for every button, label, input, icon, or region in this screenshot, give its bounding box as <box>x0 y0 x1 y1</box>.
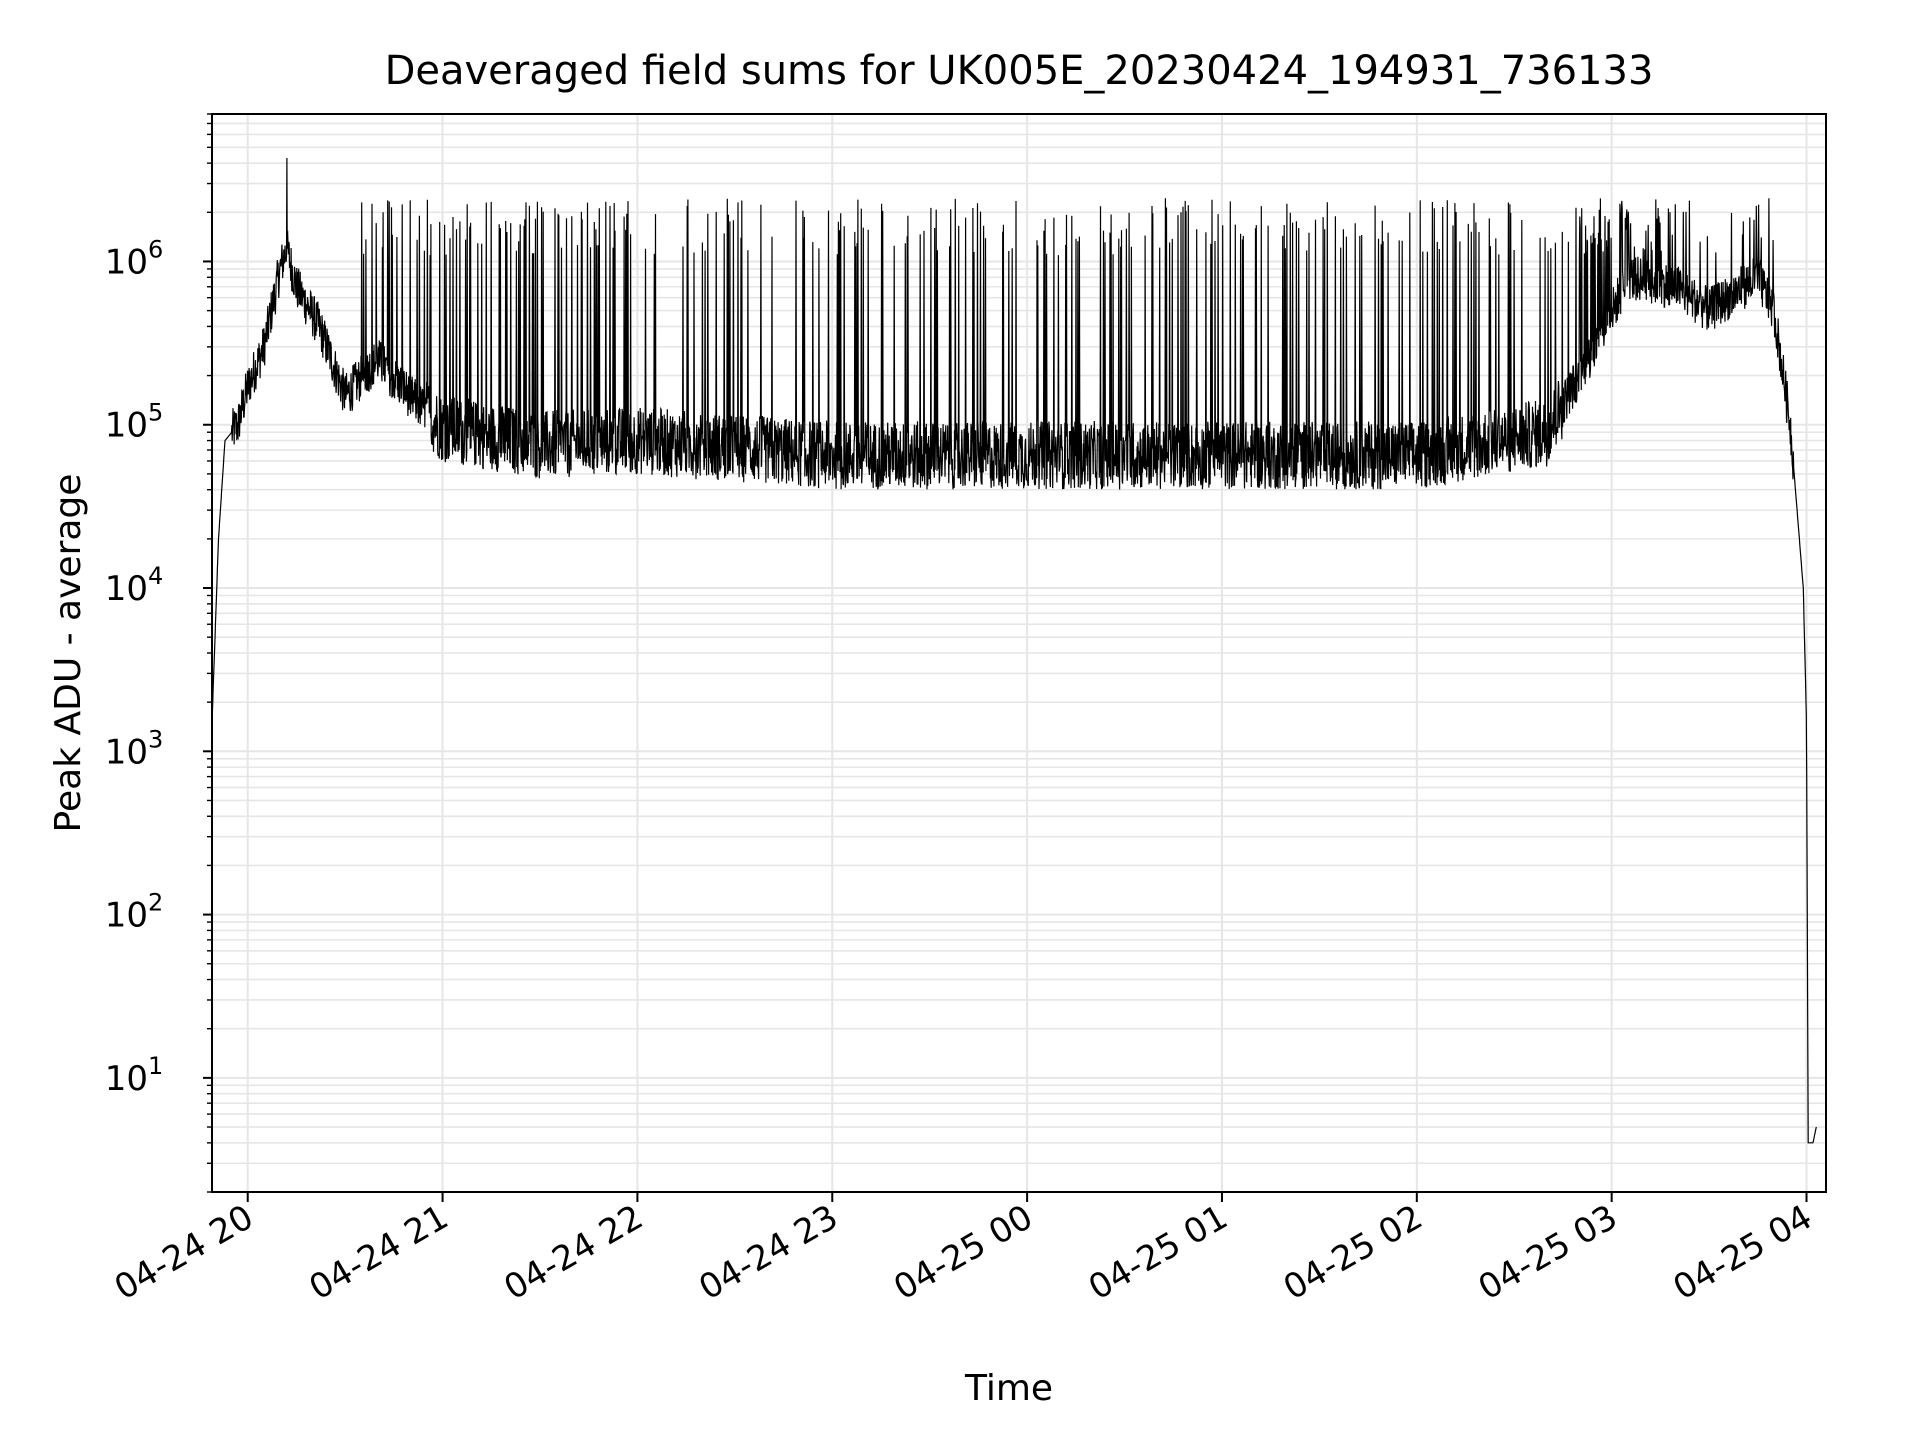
chart-title: Deaveraged field sums for UK005E_2023042… <box>385 48 1654 94</box>
y-tick-base: 10 <box>105 569 148 609</box>
y-tick-label: 10 <box>105 569 148 609</box>
x-tick-label: 04-25 02 <box>1277 1197 1429 1308</box>
data-layer <box>211 157 1817 1144</box>
x-axis-label: Time <box>964 1368 1053 1409</box>
y-tick-exponent: 1 <box>148 1052 163 1080</box>
y-tick-exponent: 4 <box>148 562 163 590</box>
y-tick-exponent: 2 <box>148 889 163 917</box>
x-tick-label: 04-25 04 <box>1667 1197 1819 1308</box>
y-tick-base: 10 <box>105 896 148 936</box>
y-tick-exponent: 6 <box>148 235 163 263</box>
x-tick-label: 04-24 23 <box>692 1197 844 1308</box>
y-tick-base: 10 <box>105 406 148 446</box>
x-tick-label: 04-25 00 <box>887 1197 1039 1308</box>
y-tick-base: 10 <box>105 732 148 772</box>
x-tick-label: 04-24 21 <box>303 1197 455 1308</box>
data-series-line <box>211 157 1817 1144</box>
y-tick-label: 10 <box>105 896 148 936</box>
x-tick-label: 04-25 03 <box>1472 1197 1624 1308</box>
y-tick-label: 10 <box>105 406 148 446</box>
y-tick-label: 10 <box>105 1059 148 1099</box>
y-tick-label: 10 <box>105 732 148 772</box>
y-tick-exponent: 5 <box>148 399 163 427</box>
x-tick-label: 04-24 20 <box>108 1197 260 1308</box>
y-tick-base: 10 <box>105 1059 148 1099</box>
x-tick-label: 04-25 01 <box>1082 1197 1234 1308</box>
y-axis-label: Peak ADU - average <box>48 474 89 833</box>
y-tick-exponent: 3 <box>148 725 163 753</box>
x-tick-label: 04-24 22 <box>498 1197 650 1308</box>
y-tick-label: 10 <box>105 242 148 282</box>
y-tick-base: 10 <box>105 242 148 282</box>
